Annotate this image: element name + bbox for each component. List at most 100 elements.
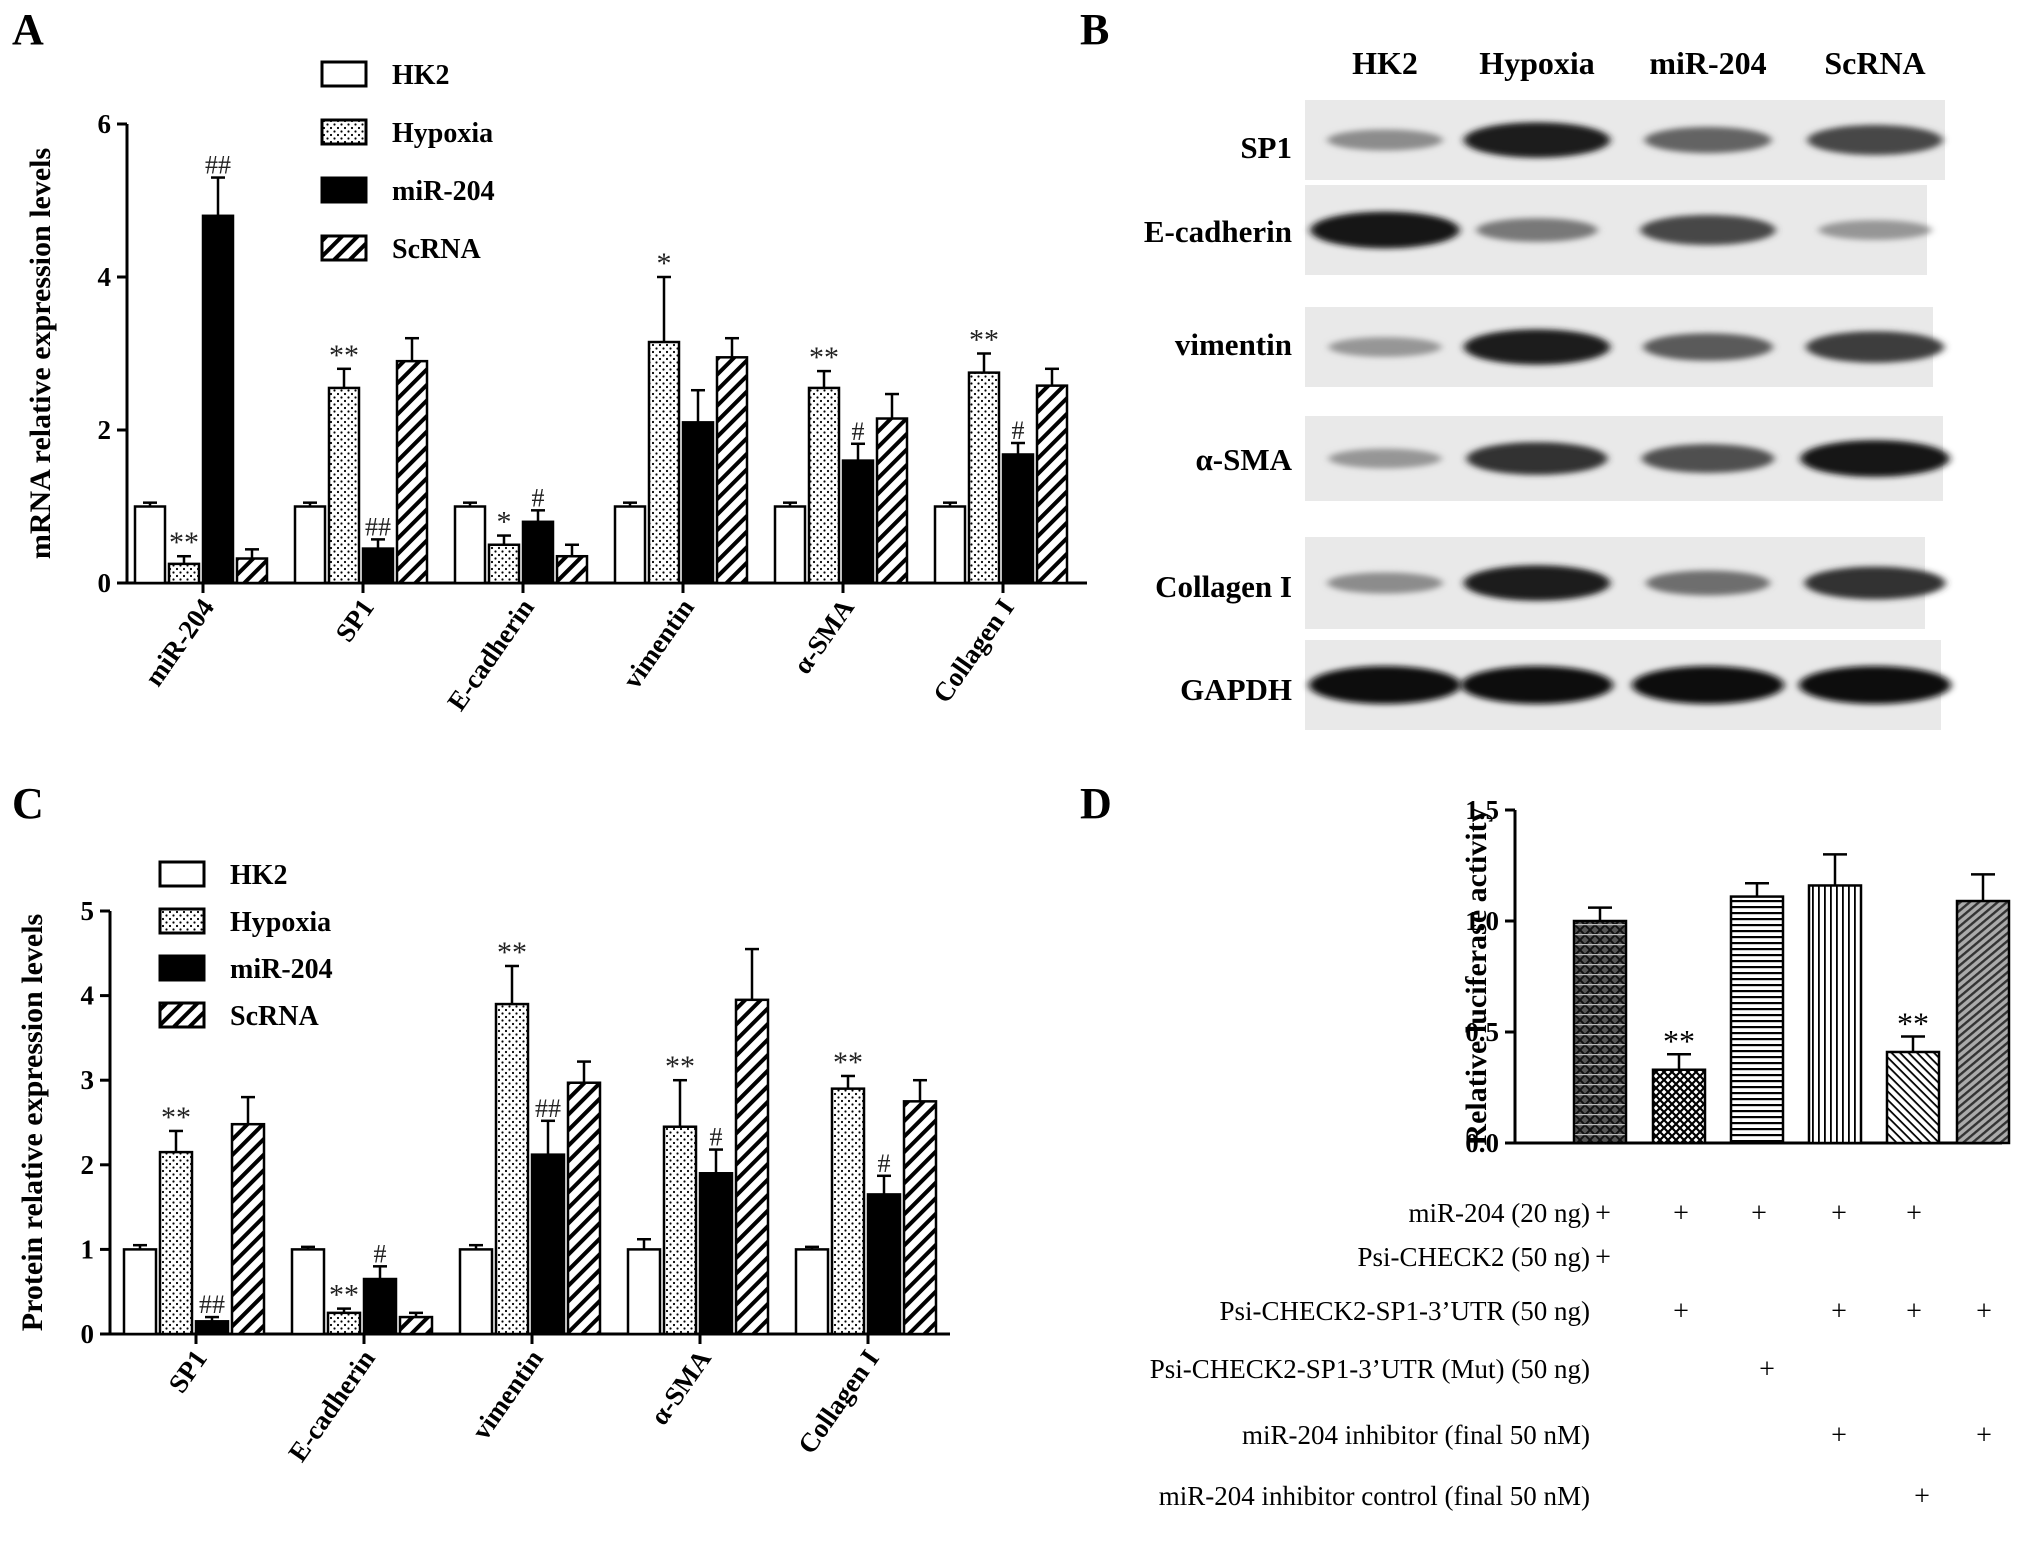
bar-vimentin-hk2 [458, 1248, 494, 1336]
bar-vimentin-hypoxia [494, 1002, 530, 1336]
x-tick-label-sp1: SP1 [163, 1344, 213, 1398]
bar-collagen-i-scrna [902, 1100, 938, 1336]
bar-sma-hypoxia [807, 386, 841, 585]
significance-mark: ## [365, 512, 391, 541]
blot-band-sma-hk2 [1328, 448, 1442, 469]
y-tick-label: 4 [98, 262, 112, 292]
significance-mark: ** [969, 324, 999, 357]
western-blot: HK2 Hypoxia miR-204 ScRNA SP1 E-cadherin vimen… [1144, 45, 1951, 730]
blot-band-sp1-mir-204 [1644, 126, 1772, 154]
blot-band-sp1-hypoxia [1463, 122, 1611, 158]
blot-band-sp1-scrna [1807, 124, 1943, 156]
x-tick-label-collagen-i: Collagen I [792, 1344, 885, 1459]
y-tick-label: 0 [98, 568, 112, 598]
bar-collagen-i-scrna [1035, 384, 1069, 585]
y-tick-label: 0.5 [1465, 1017, 1499, 1047]
blot-band-collagen-i-hypoxia [1463, 565, 1611, 601]
bar-vimentin-hk2 [613, 505, 647, 585]
bar-collagen-i-hk2 [933, 505, 967, 585]
panel-letter-a: A [12, 5, 44, 54]
bar-sp1-hk2 [122, 1248, 158, 1336]
significance-mark: # [710, 1123, 723, 1152]
blot-band-collagen-i-scrna [1804, 566, 1946, 600]
significance-mark: ** [1663, 1023, 1695, 1059]
legend-label-hypoxia: Hypoxia [230, 907, 331, 938]
condition-mark: + [1595, 1242, 1611, 1273]
significance-mark: # [878, 1149, 891, 1178]
y-tick-label: 4 [81, 981, 95, 1011]
condition-mark: + [1976, 1420, 1992, 1451]
significance-mark: # [374, 1239, 387, 1268]
y-tick-label: 1 [81, 1234, 95, 1264]
legend-swatch-hypoxia [158, 907, 206, 935]
blot-row-label-gapdh: GAPDH [1180, 672, 1292, 707]
y-tick-label: 2 [98, 415, 112, 445]
blot-row-label-e-cadherin: E-cadherin [1144, 214, 1292, 249]
bar-mir-204-scrna [235, 557, 269, 585]
condition-mark: + [1673, 1296, 1689, 1327]
blot-band-vimentin-mir-204 [1643, 333, 1773, 361]
x-tick-label-e-cadherin: E-cadherin [282, 1344, 381, 1467]
blot-row-label-sma: α-SMA [1195, 442, 1292, 477]
luciferase-bar-4 [1807, 884, 1863, 1145]
x-tick-label-mir-204: miR-204 [139, 593, 220, 691]
bar-mir-204-hypoxia [167, 562, 201, 585]
legend-swatch-hk2 [320, 60, 368, 88]
bar-e-cadherin-hypoxia [326, 1311, 362, 1336]
x-tick-label-vimentin: vimentin [466, 1344, 549, 1445]
y-axis-label: mRNA relative expression levels [24, 148, 57, 559]
significance-mark: ** [329, 339, 359, 372]
condition-label-1: miR-204 (20 ng) [1409, 1198, 1591, 1228]
condition-mark: + [1914, 1481, 1930, 1512]
significance-mark: ** [161, 1101, 191, 1134]
legend-swatch-mir-204 [158, 954, 206, 982]
blot-band-gapdh-hk2 [1309, 666, 1461, 704]
legend-swatch-scrna [320, 234, 368, 262]
condition-label-2: Psi-CHECK2 (50 ng) [1357, 1242, 1590, 1272]
blot-band-sp1-hk2 [1327, 129, 1443, 151]
bar-vimentin-scrna [715, 356, 749, 585]
legend-swatch-scrna [158, 1001, 206, 1029]
luciferase-bar-1 [1572, 919, 1628, 1145]
bar-collagen-i-hk2 [794, 1248, 830, 1336]
significance-mark: # [1012, 416, 1025, 445]
panel-letter-c: C [12, 779, 44, 828]
legend-swatch-hypoxia [320, 118, 368, 146]
bar-mir-204-hk2 [133, 505, 167, 585]
condition-label-3: Psi-CHECK2-SP1-3’UTR (50 ng) [1219, 1296, 1590, 1326]
x-tick-label-sma: α-SMA [644, 1344, 717, 1430]
bar-collagen-i-mir-204 [1001, 453, 1035, 585]
bar-sma-scrna [875, 417, 909, 585]
legend-label-scrna: ScRNA [230, 1001, 319, 1032]
legend-label-hypoxia: Hypoxia [392, 118, 493, 149]
bar-sma-hk2 [773, 505, 807, 585]
luciferase-bar-3 [1729, 895, 1785, 1145]
bar-sma-scrna [734, 998, 770, 1336]
bar-sp1-hk2 [293, 505, 327, 585]
luciferase-bar-5 [1885, 1050, 1941, 1145]
bar-e-cadherin-scrna [555, 554, 589, 585]
significance-mark: # [532, 483, 545, 512]
bar-sp1-mir-204 [194, 1320, 230, 1336]
legend-swatch-hk2 [158, 860, 206, 888]
condition-mark: + [1759, 1354, 1775, 1385]
legend-label-mir-204: miR-204 [392, 176, 495, 207]
blot-row-label-sp1: SP1 [1240, 130, 1292, 165]
bar-sp1-hypoxia [327, 386, 361, 585]
y-axis-label: Protein relative expression levels [16, 914, 49, 1331]
significance-mark: ** [497, 936, 527, 969]
bar-sp1-scrna [230, 1122, 266, 1336]
legend-swatch-mir-204 [320, 176, 368, 204]
blot-band-gapdh-scrna [1799, 666, 1951, 704]
x-tick-label-vimentin: vimentin [617, 593, 700, 694]
blot-band-sma-mir-204 [1641, 444, 1775, 473]
panel-letter-d: D [1080, 779, 1112, 828]
blot-band-collagen-i-hk2 [1327, 572, 1443, 594]
significance-mark: ** [1897, 1005, 1929, 1041]
condition-mark: + [1831, 1296, 1847, 1327]
bar-e-cadherin-hypoxia [487, 543, 521, 585]
protein-expression-chart: 0 1 2 3 4 5 Protein relative expression levels… [16, 860, 950, 1467]
condition-mark: + [1673, 1198, 1689, 1229]
